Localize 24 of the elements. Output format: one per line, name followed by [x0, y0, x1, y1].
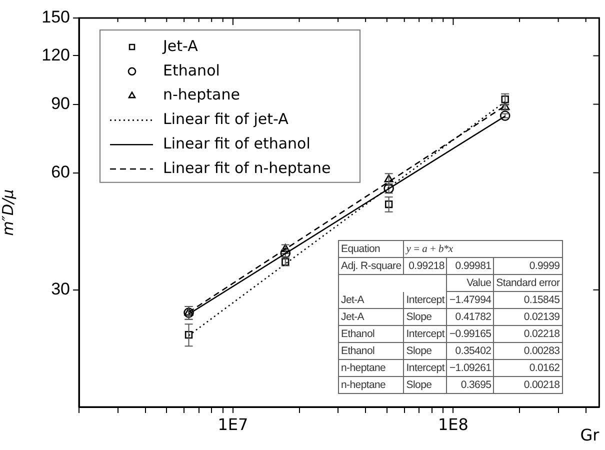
text: Ethanol Intercept −0.99165 0.02218 — [341, 328, 560, 340]
text: Jet-A Intercept −1.47994 0.15845 — [341, 294, 560, 306]
text: Ethanol Slope 0.35402 0.00283 — [341, 345, 560, 357]
y-tick-label: 90 — [51, 94, 70, 113]
text: n-heptane Intercept −1.09261 0.0162 — [341, 362, 560, 374]
x-tick-label: 1E7 — [218, 414, 248, 434]
text: Jet-A Slope 0.41782 0.02139 — [341, 311, 560, 323]
x-axis-title: Gr — [580, 426, 600, 445]
text: n-heptane Slope 0.3695 0.00218 — [341, 379, 560, 391]
y-tick-label: 120 — [42, 45, 70, 64]
y-tick-label: 150 — [42, 8, 70, 27]
legend-label: Linear fit of n-heptane — [163, 158, 331, 177]
text: Equation y = a + b*x — [341, 243, 453, 255]
legend-label: Ethanol — [163, 61, 220, 80]
y-tick-label: 30 — [51, 280, 70, 299]
legend-label: Linear fit of jet-A — [163, 110, 290, 128]
y-tick-label: 60 — [51, 162, 70, 182]
text: Adj. R-square 0.99218 0.99981 0.9999 — [341, 260, 560, 272]
legend-label: Linear fit of ethanol — [163, 134, 310, 152]
legend-label: Jet-A — [162, 36, 199, 55]
annotation: Value Standard error — [466, 276, 561, 291]
legend-label: n-heptane — [163, 86, 240, 104]
y-axis-title: m″D/μ — [0, 189, 17, 236]
x-tick-label: 1E8 — [438, 414, 468, 434]
